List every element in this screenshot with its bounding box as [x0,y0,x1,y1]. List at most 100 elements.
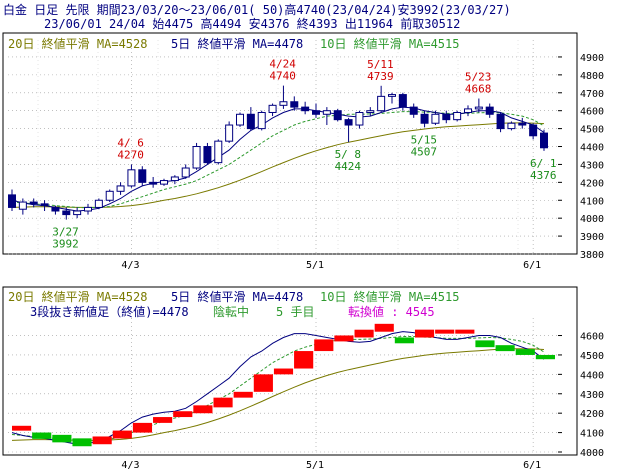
candle [322,107,331,126]
candle [366,107,375,117]
candle-body [464,108,472,113]
line-break-block [52,434,72,443]
x-tick-label: 5/1 [306,260,324,271]
y-tick-label: 3800 [580,250,604,261]
line-break-block [132,422,153,433]
annotation-value: 4424 [335,160,362,173]
candle [127,164,136,188]
y-tick-label: 4100 [580,196,604,207]
annotation-date: 3/27 [52,226,79,239]
x-tick-label: 4/3 [121,260,139,271]
candle-body [62,210,71,216]
header-line1: 白金 日足 先限 期間23/03/20～23/06/01( 50)高4740(2… [3,2,511,17]
y-tick-label: 3900 [580,232,604,243]
candle [105,189,114,203]
candle [18,198,27,215]
candle-body [290,101,299,108]
candle-body [246,113,255,130]
candle-body [149,181,158,185]
candle-body [529,124,538,137]
bottom-x-axis: 4/3 5/1 6/1 [121,460,541,471]
candle-body [105,190,114,201]
candle-body [485,106,494,115]
candle [62,207,71,220]
candle [170,175,179,185]
break-state: 陰転中 [213,304,249,319]
line-break-block [495,345,515,352]
line-break-block [394,337,414,344]
candle-body [322,110,331,115]
candle-body [268,104,277,113]
candle [453,110,462,122]
candle [377,85,386,113]
candle [84,203,92,215]
candle-body [214,140,223,164]
candle-body [398,94,407,108]
candle-body [203,146,212,164]
candle-body [160,180,168,185]
candle-body [507,122,516,130]
line-break-block [112,430,132,439]
line-break-block [213,397,233,408]
candle [160,178,168,186]
candle-body [73,210,82,216]
line-break-block [314,339,334,352]
candle-body [236,113,244,126]
line-break-block [455,329,475,334]
candle [529,123,538,140]
break-prefix: 3段抜き新値足（終値)=4478 [30,304,189,319]
candle [496,112,505,133]
x-tick-label: 6/1 [523,460,541,471]
candle [442,110,451,124]
candle-body [366,110,375,113]
line-break-block [273,368,294,375]
bottom-y-axis: 4000 4100 4200 4300 4400 4500 4600 [558,332,604,459]
line-break-blocks [12,323,555,447]
annotation-date: 5/ 8 [335,148,362,161]
candle-body [333,110,342,121]
candle [388,92,396,104]
top-y-axis: 3800 3900 4000 4100 4200 4300 4400 4500 4600 4700… [558,53,604,261]
candle [225,121,234,143]
legend-ma10-top: 10日 終値平滑 MA=4515 [320,36,459,51]
top-x-axis: 4/3 5/1 6/1 [121,260,541,271]
candle [464,105,472,117]
candle [333,108,342,122]
annotation-value: 4270 [117,148,144,161]
candle-body [312,110,320,115]
candles [8,85,548,220]
candle [431,110,440,126]
candle [116,182,125,195]
candle [420,110,429,128]
candle-body [84,206,92,212]
candle-body [496,113,505,130]
candle [474,98,483,113]
candle [355,110,364,129]
candle [73,207,82,219]
candle [518,117,527,129]
annotation-date: 5/11 [367,58,394,71]
line-break-block [334,335,354,342]
candle-body [192,146,201,169]
candle [290,96,299,111]
candle-body [18,201,27,210]
candle-body [279,101,288,106]
y-tick-label: 4500 [580,125,604,136]
annotation-value: 4376 [530,169,557,182]
annotation-date: 5/15 [411,133,438,146]
candle [94,198,103,210]
annotation-value: 3992 [52,238,79,251]
line-break-block [515,349,535,355]
y-tick-label: 4300 [580,390,604,401]
y-tick-label: 4700 [580,89,604,100]
candle [236,112,244,127]
candle [8,189,16,212]
candle [409,103,418,118]
candle-body [116,185,125,192]
y-tick-label: 4900 [580,53,604,64]
candle [138,166,147,186]
candle [540,129,548,151]
candle [29,198,38,208]
line-break-block [193,405,213,414]
